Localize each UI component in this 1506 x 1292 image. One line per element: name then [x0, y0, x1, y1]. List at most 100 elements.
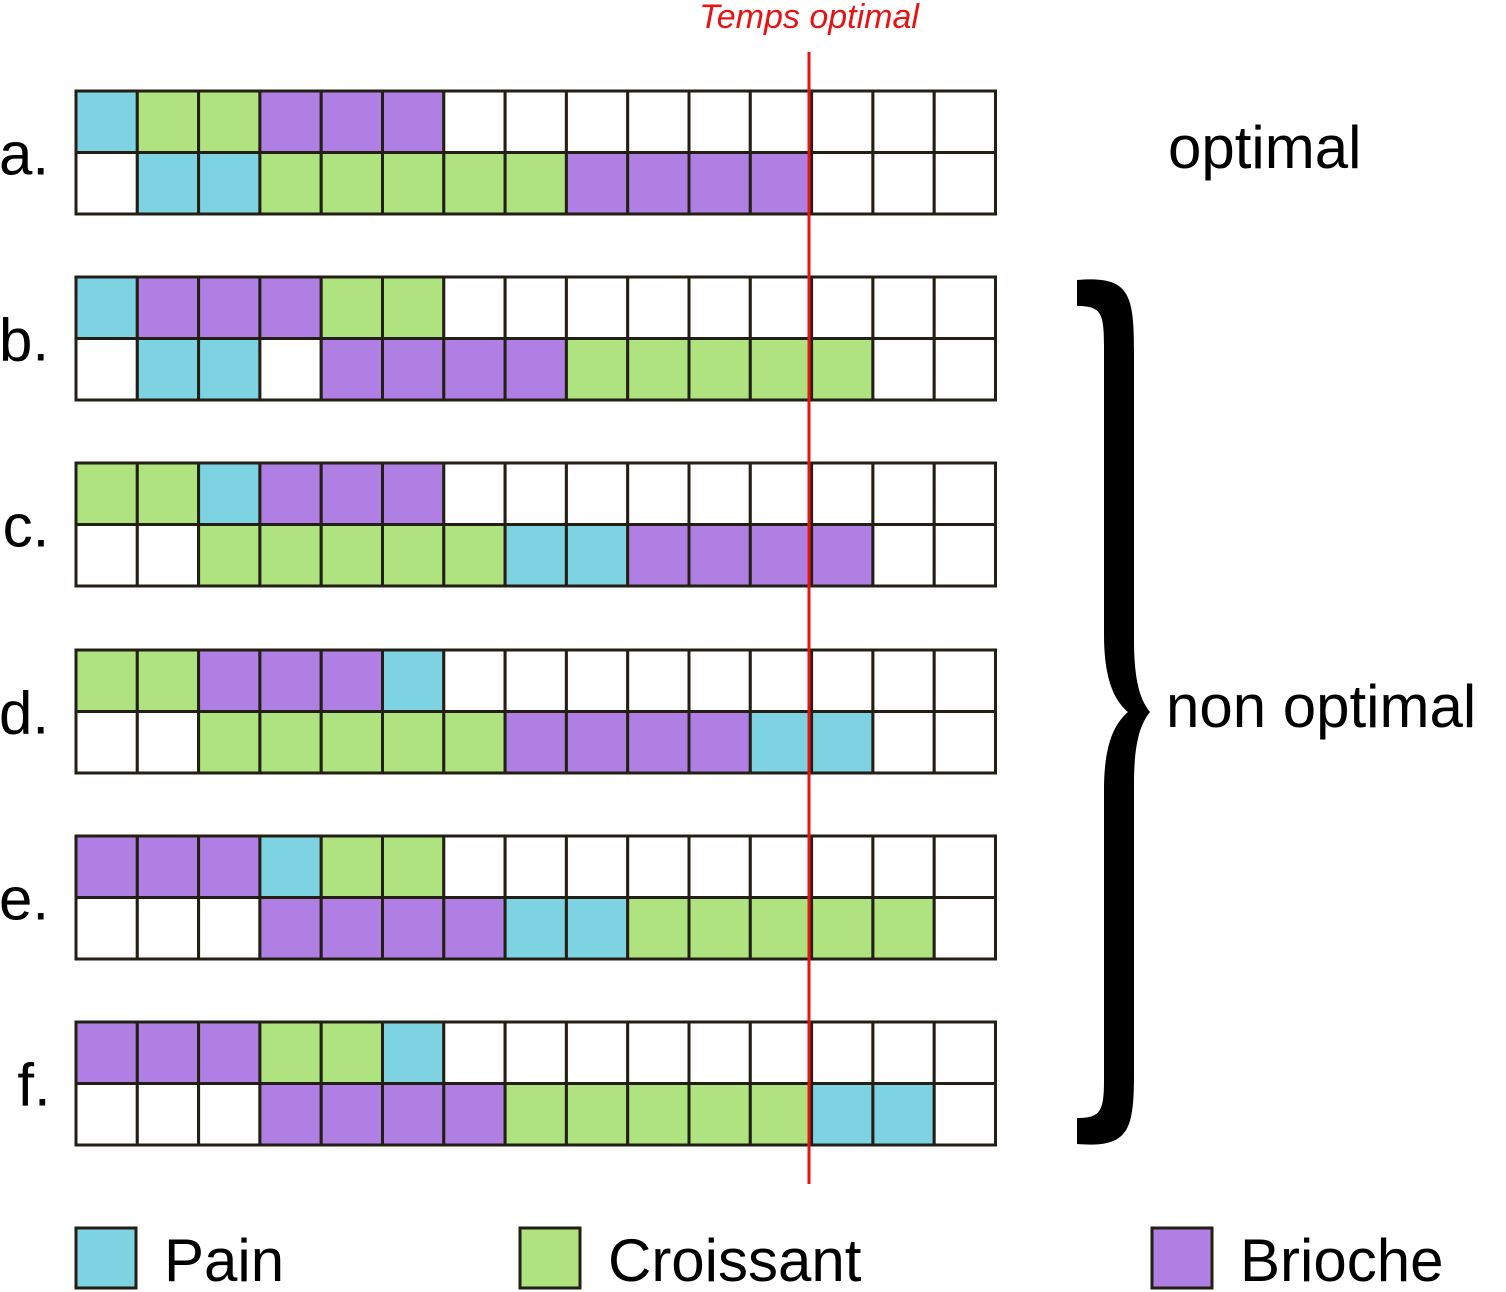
cell-empty [748, 648, 814, 713]
cell-croissant [810, 896, 875, 961]
cell-croissant [442, 151, 507, 216]
cell-brioche [258, 648, 323, 713]
schedule-a: a. [0, 89, 998, 216]
cell-brioche [381, 896, 446, 961]
cell-brioche [197, 834, 262, 899]
cell-brioche [626, 710, 691, 775]
cell-empty [932, 523, 998, 588]
cell-empty [932, 1020, 998, 1085]
cell-brioche [319, 89, 385, 154]
cell-pain [503, 896, 568, 961]
cell-brioche [319, 1082, 385, 1147]
cell-empty [932, 834, 998, 899]
cell-empty [503, 89, 568, 154]
cell-empty [503, 461, 568, 526]
cell-empty [626, 1020, 691, 1085]
cell-empty [932, 1082, 998, 1147]
cell-pain [74, 89, 139, 154]
cell-empty [503, 648, 568, 713]
cell-empty [932, 89, 998, 154]
cell-empty [74, 1082, 139, 1147]
cell-croissant [319, 834, 385, 899]
schedule-label: a. [0, 121, 49, 188]
cell-empty [503, 834, 568, 899]
cell-pain [871, 1082, 936, 1147]
cell-brioche [687, 151, 752, 216]
cell-croissant [687, 337, 752, 402]
cell-empty [74, 710, 139, 775]
cell-brioche [442, 896, 507, 961]
cell-empty [871, 1020, 936, 1085]
cell-empty [564, 1020, 630, 1085]
cell-brioche [564, 710, 630, 775]
cell-empty [626, 89, 691, 154]
cell-pain [135, 337, 201, 402]
cell-empty [687, 1020, 752, 1085]
cell-pain [381, 1020, 446, 1085]
schedule-e: e. [0, 834, 998, 961]
legend-label-croissant: Croissant [608, 1227, 862, 1292]
cell-croissant [135, 648, 201, 713]
cell-empty [626, 648, 691, 713]
cell-empty [871, 461, 936, 526]
cell-empty [871, 89, 936, 154]
cell-croissant [381, 523, 446, 588]
cell-croissant [135, 461, 201, 526]
cell-empty [687, 834, 752, 899]
cell-empty [810, 648, 875, 713]
cell-brioche [626, 523, 691, 588]
cell-croissant [748, 337, 814, 402]
cell-croissant [258, 523, 323, 588]
schedule-f: f. [17, 1020, 998, 1147]
cell-croissant [197, 523, 262, 588]
cell-croissant [381, 275, 446, 340]
cell-empty [871, 523, 936, 588]
cell-empty [442, 834, 507, 899]
cell-croissant [626, 337, 691, 402]
cell-empty [74, 337, 139, 402]
cell-empty [564, 461, 630, 526]
cell-empty [810, 275, 875, 340]
optimal-annotation: optimal [1168, 114, 1361, 181]
cell-croissant [626, 896, 691, 961]
cell-pain [564, 523, 630, 588]
cell-croissant [381, 151, 446, 216]
cell-brioche [503, 337, 568, 402]
schedule-b: b. [0, 275, 998, 402]
cell-empty [748, 1020, 814, 1085]
cell-empty [871, 834, 936, 899]
cell-empty [442, 648, 507, 713]
cell-brioche [687, 710, 752, 775]
cell-brioche [258, 1082, 323, 1147]
legend-swatch-croissant [518, 1226, 582, 1290]
cell-brioche [258, 461, 323, 526]
cell-empty [74, 896, 139, 961]
cell-brioche [381, 1082, 446, 1147]
cell-brioche [503, 710, 568, 775]
cell-brioche [381, 89, 446, 154]
cell-empty [687, 275, 752, 340]
cell-croissant [442, 523, 507, 588]
cell-empty [442, 275, 507, 340]
non-optimal-brace [1077, 279, 1150, 1145]
legend-swatch-brioche [1150, 1226, 1214, 1290]
cell-empty [135, 523, 201, 588]
legend-swatch-pain [74, 1226, 138, 1290]
cell-pain [748, 710, 814, 775]
cell-pain [503, 523, 568, 588]
cell-empty [810, 1020, 875, 1085]
cell-empty [197, 1082, 262, 1147]
cell-empty [687, 648, 752, 713]
cell-pain [564, 896, 630, 961]
cell-pain [258, 834, 323, 899]
cell-croissant [319, 1020, 385, 1085]
cell-empty [135, 710, 201, 775]
schedule-label: b. [0, 307, 49, 374]
cell-croissant [687, 896, 752, 961]
cell-empty [932, 896, 998, 961]
cell-croissant [74, 461, 139, 526]
cell-empty [135, 1082, 201, 1147]
cell-empty [135, 896, 201, 961]
cell-brioche [319, 896, 385, 961]
cell-brioche [381, 461, 446, 526]
